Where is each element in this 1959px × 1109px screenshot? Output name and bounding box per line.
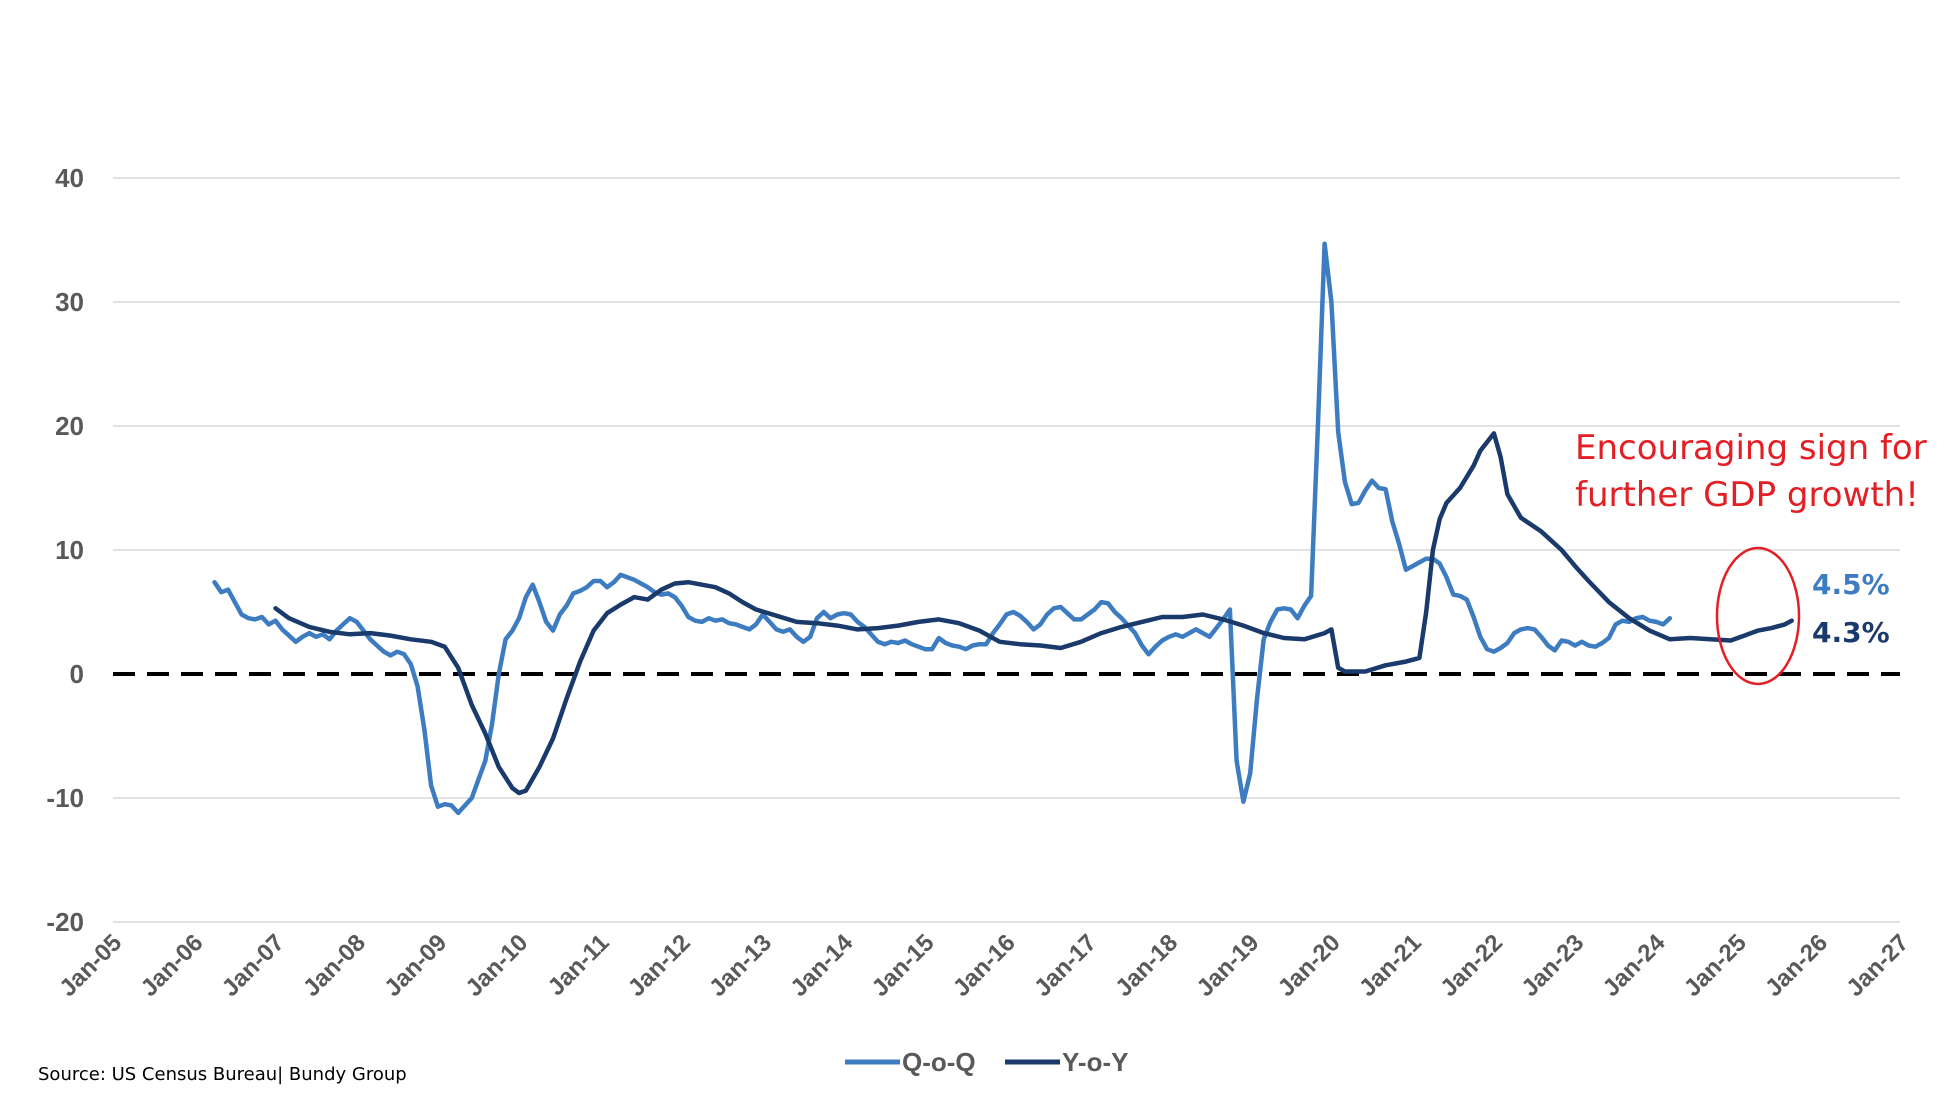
y-tick-label: 20 <box>55 411 84 441</box>
x-tick-label: Jan-27 <box>1841 929 1914 1002</box>
series-lines <box>212 241 1794 816</box>
x-tick-label: Jan-08 <box>298 929 371 1002</box>
highlight-circle <box>1715 546 1801 686</box>
legend-label-yoy: Y-o-Y <box>1062 1047 1128 1077</box>
source-note: Source: US Census Bureau| Bundy Group <box>38 1064 407 1085</box>
x-tick-label: Jan-16 <box>948 929 1021 1002</box>
x-tick-label: Jan-09 <box>379 929 452 1002</box>
x-tick-label: Jan-11 <box>543 929 615 1001</box>
series-line-qoq <box>212 241 1673 816</box>
x-tick-label: Jan-20 <box>1273 929 1346 1002</box>
x-tick-label: Jan-26 <box>1760 929 1833 1002</box>
x-tick-label: Jan-05 <box>54 929 127 1002</box>
y-axis-ticks: -20 -10 0 10 20 30 40 <box>46 163 84 937</box>
y-tick-label: -10 <box>46 783 84 813</box>
x-tick-label: Jan-12 <box>623 929 696 1002</box>
x-tick-label: Jan-13 <box>704 929 777 1002</box>
x-tick-label: Jan-25 <box>1679 929 1752 1002</box>
yoy-end-label: 4.3% <box>1812 616 1890 649</box>
x-tick-label: Jan-10 <box>461 929 534 1002</box>
x-tick-label: Jan-17 <box>1029 929 1102 1002</box>
x-tick-label: Jan-14 <box>785 929 858 1002</box>
annotation-line-1: Encouraging sign for <box>1575 428 1927 468</box>
x-tick-label: Jan-23 <box>1516 929 1589 1002</box>
x-tick-label: Jan-22 <box>1435 929 1508 1002</box>
series-line-yoy <box>273 431 1794 796</box>
annotation-line-2: further GDP growth! <box>1575 475 1919 515</box>
x-tick-label: Jan-06 <box>136 929 209 1002</box>
qoq-end-label: 4.5% <box>1812 568 1890 601</box>
y-tick-label: 10 <box>55 535 84 565</box>
x-axis-ticks: Jan-05 Jan-06 Jan-07 Jan-08 Jan-09 Jan-10 Jan-… <box>54 929 1914 1002</box>
x-tick-label: Jan-18 <box>1110 929 1183 1002</box>
y-tick-label: 40 <box>55 163 84 193</box>
x-tick-label: Jan-24 <box>1598 929 1671 1002</box>
x-tick-label: Jan-15 <box>867 929 940 1002</box>
legend-label-qoq: Q-o-Q <box>902 1047 976 1077</box>
legend: Q-o-Q Y-o-Y <box>845 1047 1128 1077</box>
y-tick-label: -20 <box>46 907 84 937</box>
y-tick-label: 0 <box>70 659 84 689</box>
x-tick-label: Jan-07 <box>217 929 290 1002</box>
gridlines <box>113 177 1900 923</box>
x-tick-label: Jan-21 <box>1354 929 1427 1002</box>
y-tick-label: 30 <box>55 287 84 317</box>
x-tick-label: Jan-19 <box>1192 929 1265 1002</box>
